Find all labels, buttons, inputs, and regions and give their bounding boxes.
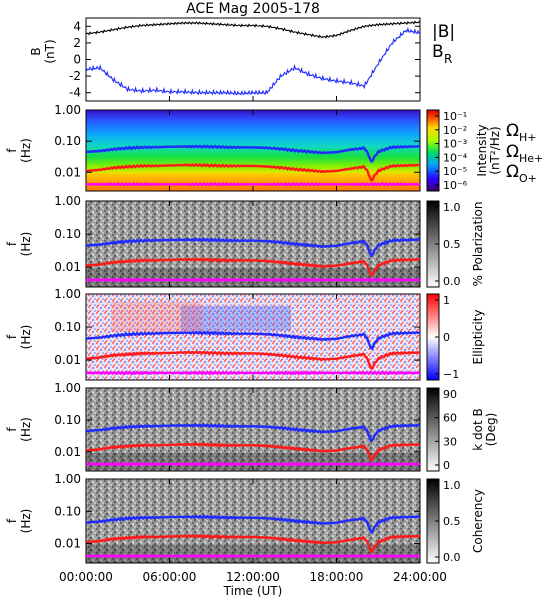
ellipticity-ytick-label: 0.10	[54, 320, 81, 334]
k-dot-b-oplus-line	[86, 461, 421, 467]
coherency-heplus-line	[85, 533, 421, 554]
legend-br: B	[432, 42, 444, 62]
xtick-label: 18:00:00	[310, 570, 364, 584]
intensity-ylabel: f	[5, 148, 19, 153]
polarization-ytick-label: 1.00	[54, 194, 81, 208]
bfield-yunit: (nT)	[43, 39, 57, 63]
intensity-colorbar	[426, 109, 440, 192]
intensity-colorbar-tick-label: 10⁻⁵	[443, 165, 467, 178]
legend-br-sub: R	[444, 52, 452, 66]
intensity-colorbar-label: Intensity	[475, 124, 489, 176]
k-dot-b-yunit: (Hz)	[19, 417, 33, 442]
coherency-ytick-label: 1.00	[54, 472, 81, 486]
legend-omega-oplus: Ω	[506, 162, 519, 182]
bfield-ytick-label: 4	[73, 19, 81, 33]
bfield-ylabel: B	[29, 47, 43, 55]
intensity-colorbar-tick-label: 10⁻⁶	[443, 179, 468, 192]
bfield-ytick-label: -2	[69, 69, 81, 83]
coherency-colorbar-tick-label: 1.0	[443, 479, 461, 492]
intensity-colorbar-tick-label: 10⁻²	[443, 124, 467, 137]
figure-title: ACE Mag 2005-178	[186, 1, 320, 17]
ellipticity-ytick-label: 1.00	[54, 287, 81, 301]
coherency-ytick-label: 0.01	[54, 537, 81, 551]
coherency-ylabel: f	[5, 518, 19, 523]
coherency-ytick-label: 0.10	[54, 504, 81, 518]
coherency-yunit: (Hz)	[19, 509, 33, 534]
legend-heplus: He+	[519, 152, 543, 165]
ellipticity-red-patch	[111, 302, 201, 332]
ellipticity-blue-patch	[181, 306, 291, 331]
intensity-colorbar-tick-label: 10⁻⁴	[443, 151, 468, 164]
polarization-oplus-line	[86, 277, 421, 283]
k-dot-b-hplus-line	[85, 423, 421, 442]
intensity-heplus-line	[85, 162, 421, 182]
k-dot-b-colorbar-label: k dot B	[471, 408, 485, 450]
polarization-heplus-line	[85, 257, 421, 277]
polarization-ytick-label: 0.01	[54, 260, 81, 274]
intensity-hplus-line	[85, 144, 421, 163]
ellipticity-colorbar-tick-label: 1	[443, 294, 450, 307]
k-dot-b-ytick-label: 0.01	[54, 445, 81, 459]
xtick-label: 00:00:00	[59, 570, 113, 584]
polarization-colorbar-tick-label: 1.0	[443, 201, 461, 214]
k-dot-b-colorbar-unit: (Deg)	[484, 413, 498, 447]
intensity-colorbar-tick-label: 10⁻¹	[443, 110, 467, 123]
ellipticity-ylabel: f	[5, 334, 19, 339]
ellipticity-heplus-line	[85, 350, 421, 370]
k-dot-b-colorbar-tick-label: 30	[443, 435, 457, 448]
xaxis-label: Time (UT)	[223, 584, 283, 598]
legend-hplus: H+	[519, 131, 537, 144]
legend-babs: |B|	[432, 22, 455, 42]
k-dot-b-ylabel: f	[5, 427, 19, 432]
ellipticity-colorbar-tick-label: 0	[443, 331, 450, 344]
ellipticity-colorbar-tick-label: −1	[443, 368, 459, 381]
intensity-yunit: (Hz)	[19, 138, 33, 163]
polarization-colorbar-tick-label: 0.0	[443, 275, 461, 288]
legend-omega-hplus: Ω	[506, 121, 519, 141]
legend-oplus: O+	[519, 172, 537, 185]
coherency-colorbar-label: Coherency	[471, 489, 485, 553]
intensity-ytick-label: 1.00	[54, 103, 81, 117]
bfield-ytick-label: 0	[73, 53, 81, 67]
ellipticity-hplus-line	[85, 330, 421, 350]
intensity-ytick-label: 0.10	[54, 134, 81, 148]
intensity-colorbar-unit: (nT²/Hz)	[488, 126, 502, 174]
ellipticity-yunit: (Hz)	[19, 325, 33, 350]
series-line-babs	[85, 20, 421, 39]
k-dot-b-heplus-line	[85, 442, 421, 462]
xtick-label: 12:00:00	[226, 570, 280, 584]
polarization-yunit: (Hz)	[19, 232, 33, 257]
k-dot-b-ytick-label: 1.00	[54, 381, 81, 395]
polarization-hplus-line	[85, 237, 421, 257]
coherency-oplus-line	[86, 553, 421, 559]
coherency-hplus-line	[85, 514, 421, 534]
series-line-br	[85, 26, 421, 96]
bfield-ytick-label: -4	[69, 86, 81, 100]
polarization-colorbar-tick-label: 0.5	[443, 238, 461, 251]
k-dot-b-colorbar-tick-label: 90	[443, 388, 457, 401]
ellipticity-oplus-line	[86, 370, 421, 376]
polarization-colorbar-label: % Polarization	[471, 202, 485, 287]
k-dot-b-colorbar-tick-label: 60	[443, 412, 457, 425]
bfield-ytick-label: 2	[73, 36, 81, 50]
xtick-label: 24:00:00	[393, 570, 447, 584]
polarization-ylabel: f	[5, 241, 19, 246]
xtick-label: 06:00:00	[143, 570, 197, 584]
intensity-ytick-label: 0.01	[54, 165, 81, 179]
ellipticity-ytick-label: 0.01	[54, 353, 81, 367]
intensity-oplus-line	[86, 181, 421, 187]
coherency-colorbar-tick-label: 0.5	[443, 515, 461, 528]
polarization-ytick-label: 0.10	[54, 227, 81, 241]
k-dot-b-colorbar-tick-label: 0	[443, 459, 450, 472]
intensity-colorbar-tick-label: 10⁻³	[443, 138, 467, 151]
coherency-colorbar-tick-label: 0.0	[443, 551, 461, 564]
legend-omega-heplus: Ω	[506, 142, 519, 162]
ellipticity-colorbar-label: Ellipticity	[471, 310, 485, 365]
k-dot-b-colorbar	[426, 387, 440, 472]
k-dot-b-ytick-label: 0.10	[54, 413, 81, 427]
